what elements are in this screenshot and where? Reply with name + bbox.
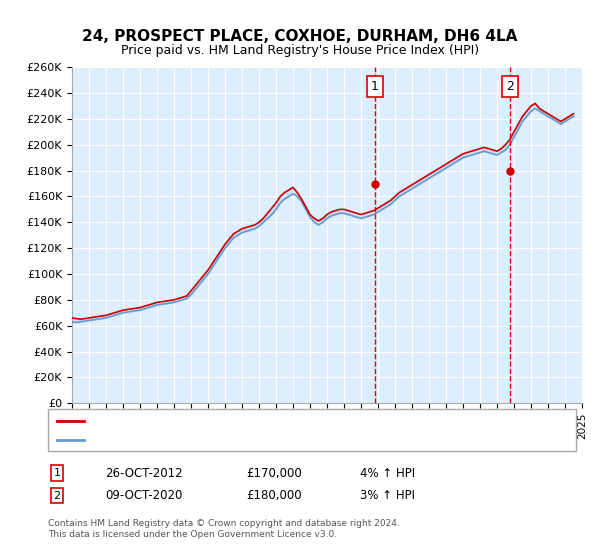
Text: 2: 2 [53, 491, 61, 501]
Text: HPI: Average price, detached house, County Durham: HPI: Average price, detached house, Coun… [87, 435, 362, 445]
Text: 26-OCT-2012: 26-OCT-2012 [105, 466, 182, 480]
Text: Price paid vs. HM Land Registry's House Price Index (HPI): Price paid vs. HM Land Registry's House … [121, 44, 479, 57]
Text: £170,000: £170,000 [246, 466, 302, 480]
Text: 09-OCT-2020: 09-OCT-2020 [105, 489, 182, 502]
Text: 2: 2 [506, 80, 514, 93]
Text: 4% ↑ HPI: 4% ↑ HPI [360, 466, 415, 480]
Text: 24, PROSPECT PLACE, COXHOE, DURHAM, DH6 4LA (detached house): 24, PROSPECT PLACE, COXHOE, DURHAM, DH6 … [87, 417, 449, 426]
Text: 24, PROSPECT PLACE, COXHOE, DURHAM, DH6 4LA: 24, PROSPECT PLACE, COXHOE, DURHAM, DH6 … [82, 29, 518, 44]
Text: Contains HM Land Registry data © Crown copyright and database right 2024.
This d: Contains HM Land Registry data © Crown c… [48, 520, 400, 539]
Text: 1: 1 [371, 80, 379, 93]
Text: 1: 1 [53, 468, 61, 478]
Text: £180,000: £180,000 [246, 489, 302, 502]
Text: 3% ↑ HPI: 3% ↑ HPI [360, 489, 415, 502]
